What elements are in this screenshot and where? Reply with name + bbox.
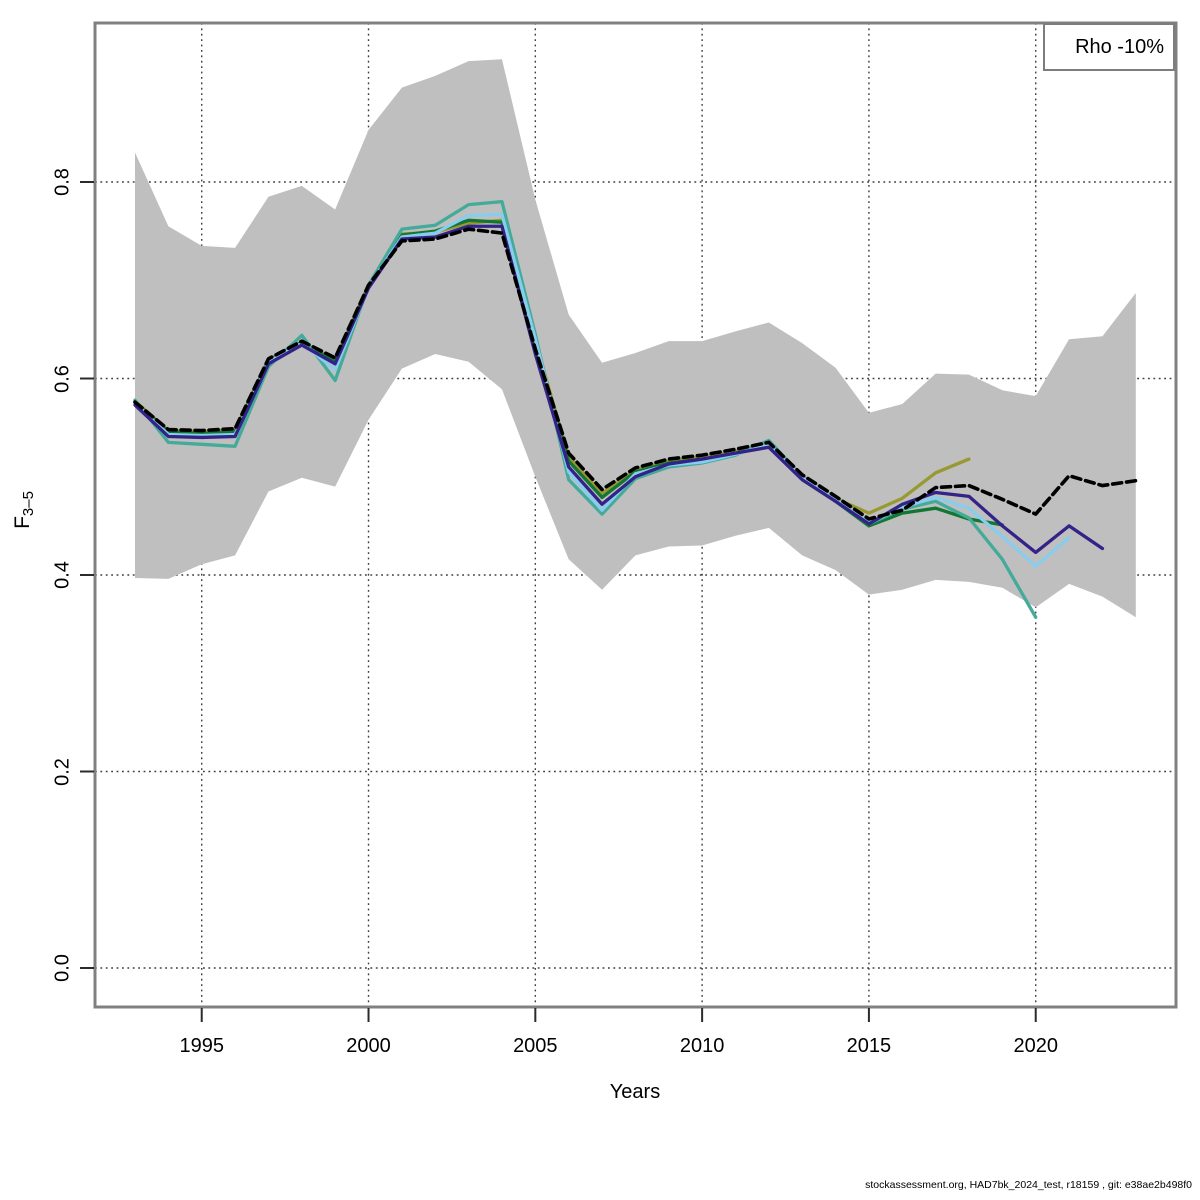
x-tick-label-2015: 2015 (846, 1035, 892, 1057)
y-tick-label-0.0: 0.0 (51, 954, 74, 982)
retro-peel-2022-line (133, 224, 1105, 555)
legend-box: Rho -10% (1043, 23, 1175, 71)
plot-border (93, 21, 1178, 1009)
y-tick-label-0.4: 0.4 (51, 561, 74, 589)
x-axis-title: Years (609, 1081, 661, 1103)
footer-citation: stockassessment.org, HAD7bk_2024_test, r… (865, 1179, 1192, 1191)
x-tick-label-2010: 2010 (679, 1035, 725, 1057)
y-axis-title-subscript: 3–5 (20, 491, 37, 517)
y-tick-label-0.6: 0.6 (51, 364, 74, 393)
x-tick-label-2005: 2005 (513, 1035, 558, 1057)
y-tick-label-0.8: 0.8 (51, 168, 74, 196)
x-tick-label-1995: 1995 (179, 1035, 224, 1057)
x-tick-label-2000: 2000 (346, 1035, 391, 1057)
y-tick-label-0.2: 0.2 (51, 757, 74, 786)
y-axis-title-base: F (11, 516, 34, 529)
y-axis-title: F3–5 (11, 491, 37, 529)
confidence-band (135, 59, 1136, 618)
x-tick-label-2020: 2020 (1013, 1035, 1058, 1057)
legend-rho-label: Rho -10% (1075, 35, 1164, 58)
base-run-2023-line (133, 227, 1138, 521)
